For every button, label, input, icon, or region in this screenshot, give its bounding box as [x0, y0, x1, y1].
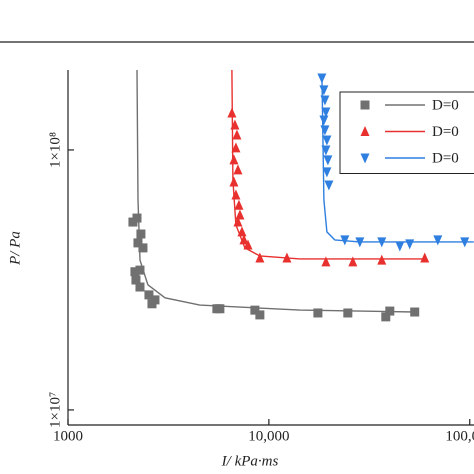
marker	[320, 125, 330, 136]
marker	[381, 312, 391, 322]
marker	[319, 115, 329, 126]
marker	[323, 155, 333, 166]
marker	[231, 189, 241, 200]
legend-marker	[360, 126, 370, 136]
marker	[321, 145, 331, 156]
marker	[235, 209, 245, 220]
marker	[147, 299, 157, 309]
marker	[320, 95, 330, 106]
marker	[239, 234, 249, 245]
legend-label: D=0	[432, 97, 459, 113]
marker	[229, 154, 239, 165]
marker	[460, 237, 470, 248]
marker	[317, 73, 327, 84]
marker	[319, 85, 329, 96]
marker	[410, 307, 420, 317]
marker	[321, 256, 331, 267]
marker	[132, 213, 142, 223]
legend-label: D=0	[432, 124, 459, 140]
marker	[136, 229, 146, 239]
marker	[322, 167, 332, 178]
marker	[130, 267, 140, 277]
x-tick-label: 1000	[53, 428, 83, 444]
legend-marker	[360, 100, 370, 110]
marker	[233, 164, 243, 175]
marker	[138, 243, 148, 253]
marker	[343, 308, 353, 318]
marker	[227, 107, 237, 118]
marker	[405, 239, 415, 250]
marker	[215, 304, 225, 314]
x-tick-label: 100,000	[445, 428, 474, 444]
y-tick-label: 1×10⁸	[47, 132, 63, 168]
marker	[313, 308, 323, 318]
marker	[243, 239, 253, 250]
marker	[322, 135, 332, 146]
x-axis-label: I/ kPa·ms	[221, 453, 279, 469]
marker	[433, 235, 443, 246]
marker	[340, 235, 350, 246]
marker	[231, 142, 241, 153]
marker	[144, 290, 154, 300]
x-tick-label: 10,000	[248, 428, 289, 444]
fit-line	[321, 73, 474, 243]
y-axis-label: P/ Pa	[7, 231, 23, 266]
marker	[237, 226, 247, 237]
marker	[355, 237, 365, 248]
marker	[348, 256, 358, 267]
marker	[232, 129, 242, 140]
marker	[255, 252, 265, 263]
legend-marker	[360, 153, 370, 164]
marker	[234, 199, 244, 210]
marker	[282, 252, 292, 263]
marker	[135, 282, 145, 292]
marker	[377, 237, 387, 248]
marker	[250, 305, 260, 315]
y-tick-label: 1×10⁷	[47, 392, 63, 428]
marker	[230, 119, 240, 130]
marker	[377, 254, 387, 265]
marker	[321, 107, 331, 118]
marker	[131, 275, 141, 285]
marker	[385, 306, 395, 316]
marker	[395, 241, 405, 252]
marker	[255, 310, 265, 320]
marker	[420, 252, 430, 263]
marker	[233, 216, 243, 227]
marker	[135, 265, 145, 275]
legend-label: D=0	[432, 150, 459, 166]
marker	[324, 180, 334, 191]
fit-line	[136, 69, 415, 313]
marker	[133, 238, 143, 248]
marker	[229, 176, 239, 187]
